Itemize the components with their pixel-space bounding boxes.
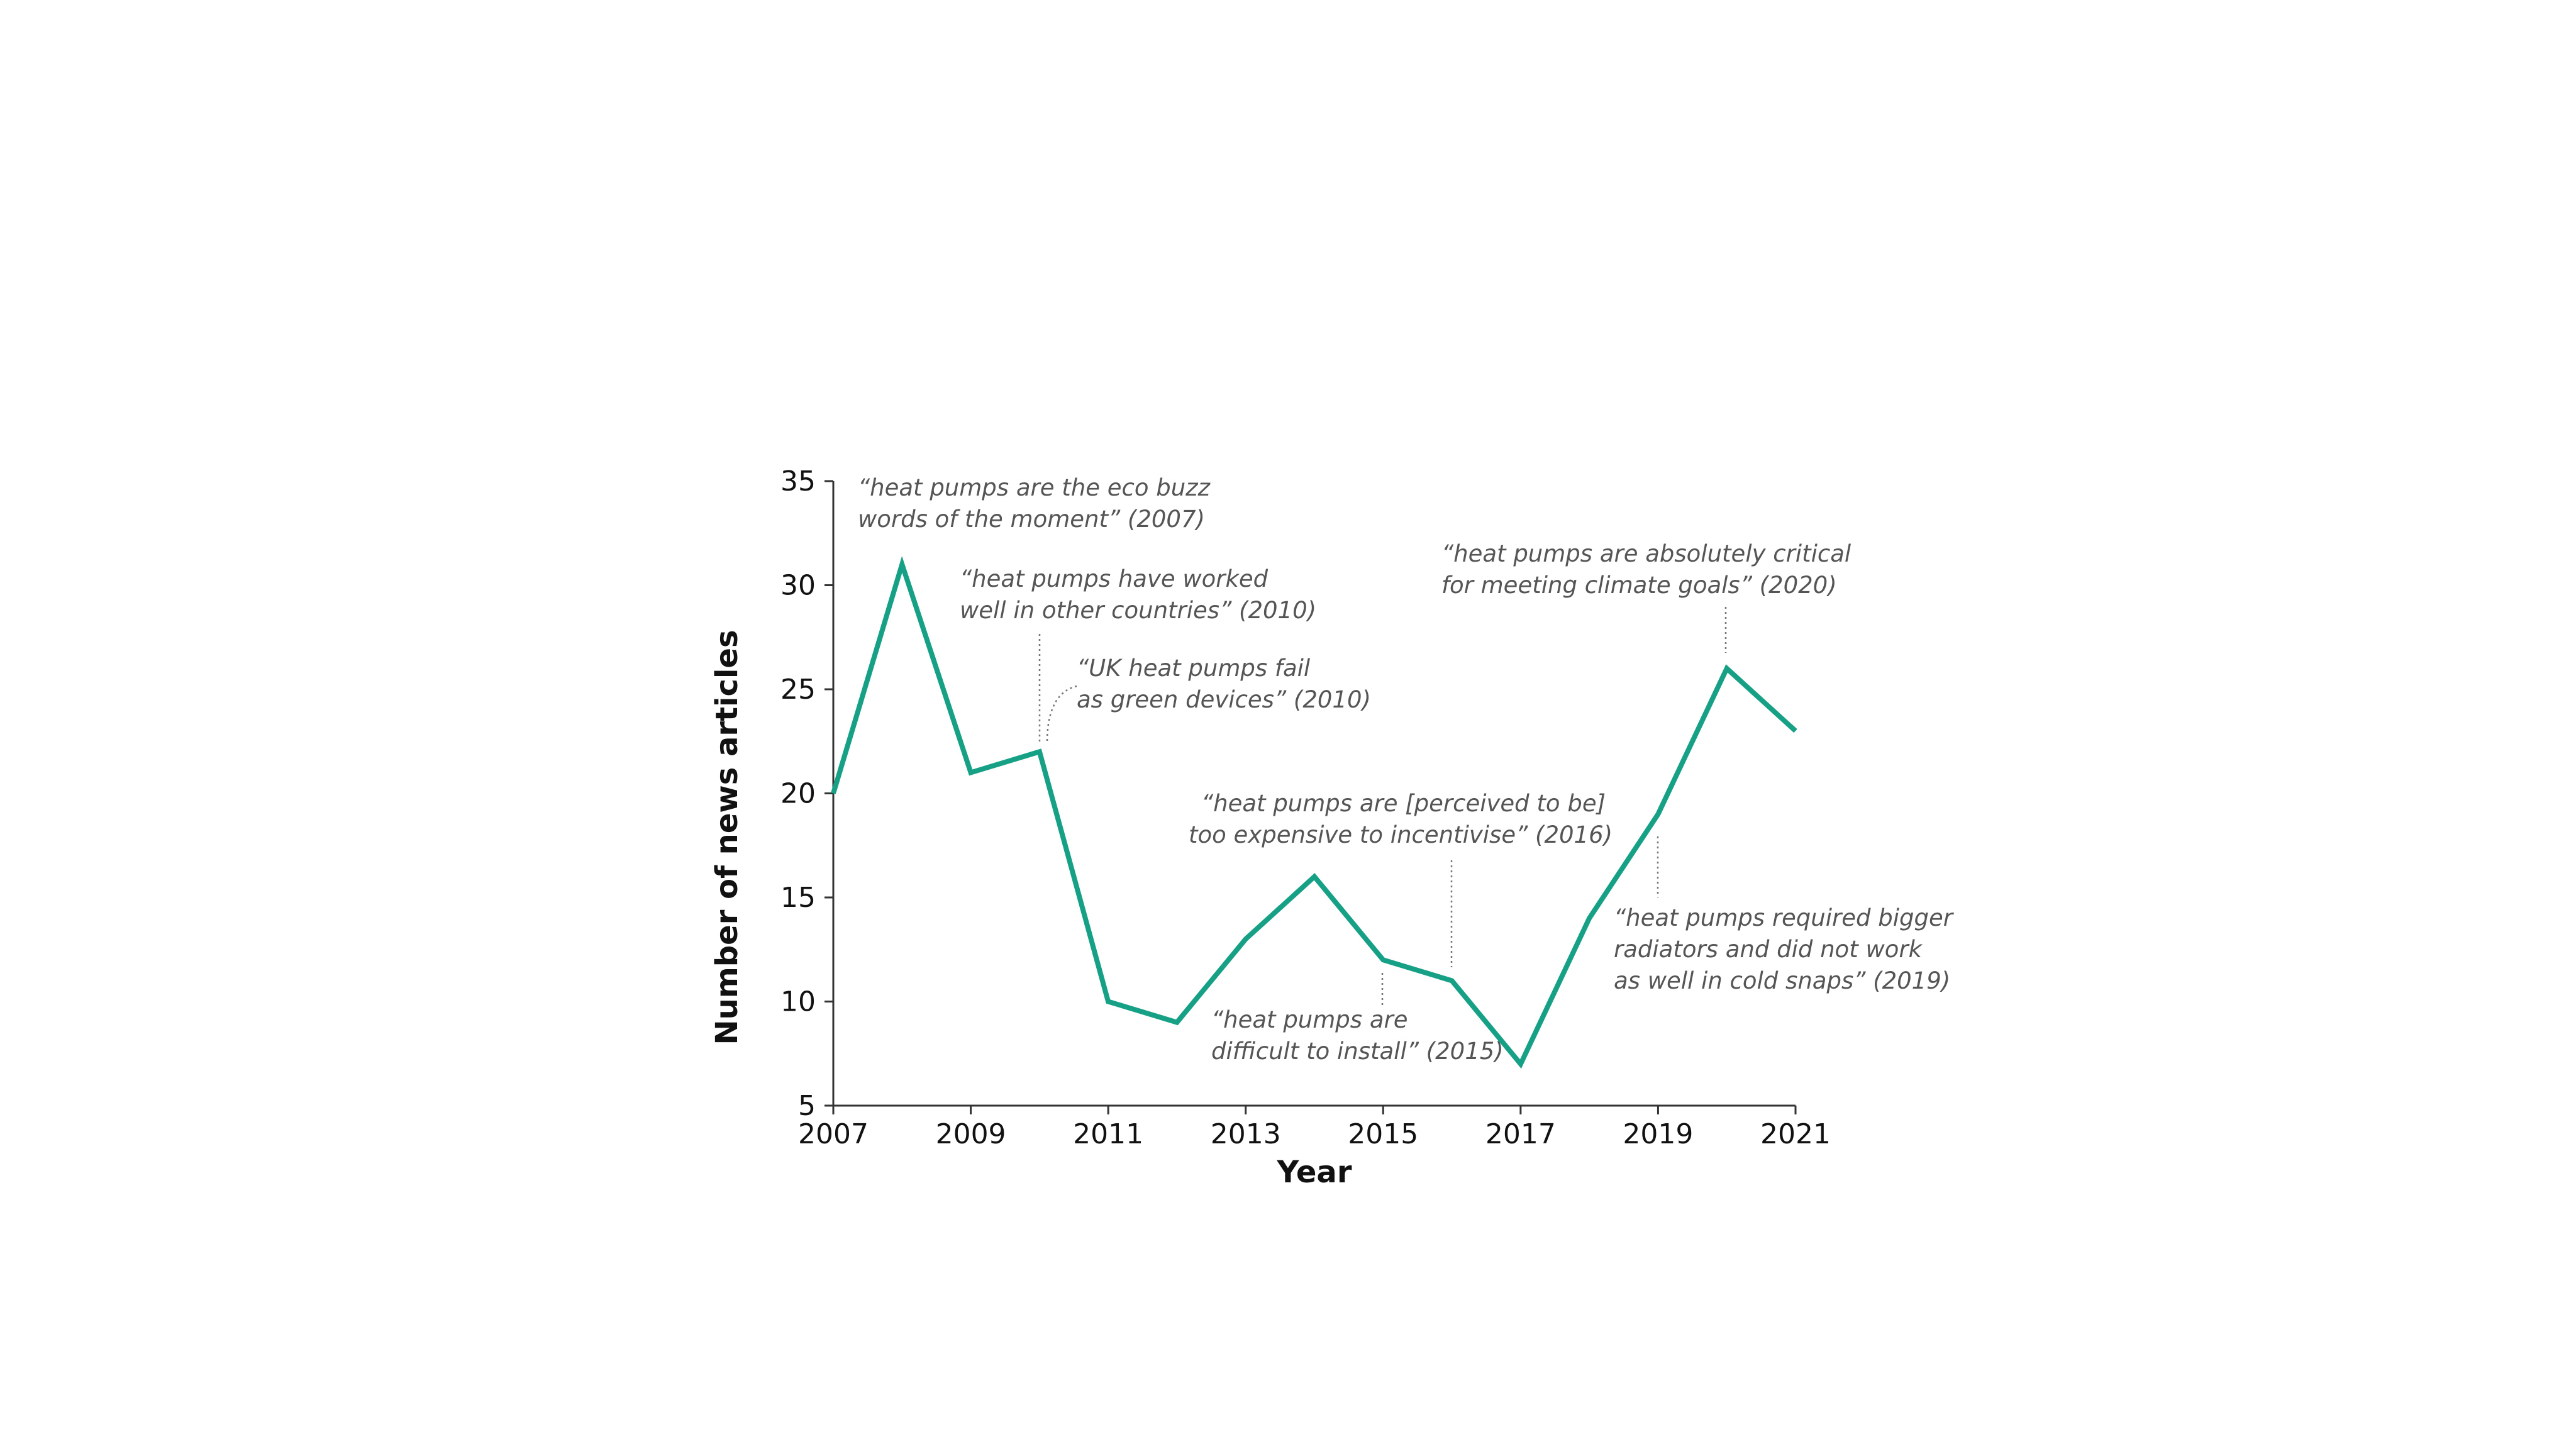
y-tick-label: 5 [798, 1090, 816, 1122]
x-tick-label: 2019 [1623, 1118, 1693, 1150]
leader-line-2010-fail [1046, 685, 1077, 743]
annotation-leaders [1038, 607, 1727, 1005]
x-tick-label: 2021 [1760, 1118, 1831, 1150]
data-point [1314, 876, 1315, 877]
annotation-2016: “heat pumps are [perceived to be] too ex… [1189, 790, 1613, 848]
annotation-2019: “heat pumps required bigger radiators an… [1614, 904, 1960, 994]
data-point [1108, 1001, 1109, 1002]
y-ticks: 5 10 15 20 25 30 35 [780, 465, 833, 1122]
x-tick-label: 2013 [1211, 1118, 1281, 1150]
y-tick-label: 30 [780, 570, 816, 602]
x-tick-label: 2007 [798, 1118, 869, 1150]
annotations: “heat pumps are the eco buzz words of th… [858, 474, 1960, 1065]
y-axis-title: Number of news articles [709, 630, 745, 1045]
y-tick-label: 15 [780, 882, 816, 914]
annotation-2010-fail: “UK heat pumps fail as green devices” (2… [1077, 655, 1371, 713]
annotation-2010-worked: “heat pumps have worked well in other co… [960, 565, 1316, 624]
data-point [1245, 939, 1246, 940]
x-tick-label: 2011 [1073, 1118, 1143, 1150]
series-line [831, 556, 1797, 1069]
y-tick-label: 35 [780, 465, 816, 497]
annotation-2015: “heat pumps are difficult to install” (2… [1211, 1006, 1504, 1065]
x-tick-label: 2015 [1348, 1118, 1418, 1150]
data-point [1520, 1063, 1521, 1064]
y-tick-label: 20 [780, 778, 816, 810]
y-tick-label: 10 [780, 986, 816, 1018]
x-tick-label: 2009 [936, 1118, 1006, 1150]
y-tick-label: 25 [780, 674, 816, 706]
x-ticks: 2007 2009 2011 2013 2015 2017 2019 2021 [798, 1106, 1831, 1150]
data-point [833, 793, 834, 794]
x-axis-title: Year [1277, 1155, 1352, 1190]
x-tick-label: 2017 [1485, 1118, 1556, 1150]
data-point [1726, 668, 1727, 669]
annotation-2020: “heat pumps are absolutely critical for … [1441, 540, 1858, 599]
series-layer [831, 556, 1797, 1069]
annotation-2007: “heat pumps are the eco buzz words of th… [858, 474, 1218, 533]
data-point [1589, 918, 1590, 919]
data-point [970, 772, 971, 773]
